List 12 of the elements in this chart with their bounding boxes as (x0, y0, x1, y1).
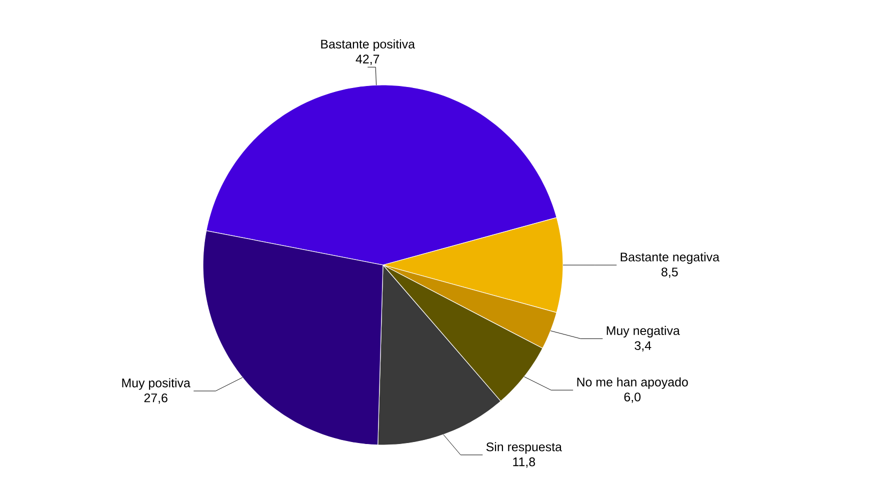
slice-label: Muy negativa (606, 326, 680, 338)
slice-label: Bastante negativa (620, 252, 720, 264)
slice-label: Bastante positiva (321, 39, 416, 51)
data-label: 11,8 (513, 457, 536, 468)
data-label: 42,7 (356, 54, 380, 65)
data-label: 6,0 (624, 392, 641, 403)
slice-label: Sin respuesta (486, 442, 562, 454)
slice-label: No me han apoyado (577, 377, 688, 389)
data-label: 27,6 (144, 393, 168, 404)
slice-label: Muy positiva (122, 378, 190, 390)
data-label: 8,5 (662, 268, 678, 278)
data-label: 3,4 (634, 341, 652, 352)
